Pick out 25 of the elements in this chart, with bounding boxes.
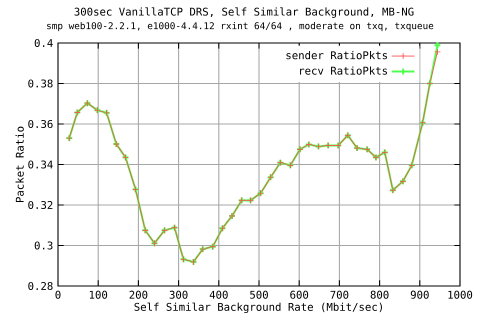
y-tick-label: 0.32: [28, 200, 52, 210]
y-tick-label: 0.34: [28, 160, 53, 169]
x-tick-label: 900: [410, 290, 429, 299]
y-tick-label: 0.36: [28, 120, 53, 128]
y-axis-title: Packet Ratio: [16, 126, 24, 202]
x-axis-title: Self Similar Background Rate (Mbit/sec): [134, 302, 382, 314]
x-tick-label: 200: [130, 290, 148, 299]
chart-subtitle: smp web100-2.2.1, e1000-4.4.12 rxint 64/64 , moderate on txq, txqueue: [47, 22, 434, 32]
legend-label: sender RatioPkts: [286, 51, 388, 60]
legend-label: recv RatioPkts: [300, 66, 388, 75]
x-tick-label: 500: [250, 290, 268, 299]
chart-title: 300sec VanillaTCP DRS, Self Similar Background, MB-NG: [74, 7, 414, 18]
x-tick-label: 700: [330, 290, 348, 299]
y-tick-label: 0.38: [28, 79, 53, 88]
x-tick-label: 400: [210, 290, 228, 299]
x-tick-label: 800: [370, 290, 389, 299]
y-tick-label: 0.4: [34, 38, 53, 48]
y-tick-label: 0.28: [28, 282, 53, 290]
x-tick-label: 100: [90, 290, 108, 299]
y-tick-label: 0.3: [34, 241, 52, 250]
x-tick-label: 600: [290, 290, 308, 299]
point: [434, 48, 441, 56]
x-tick-label: 300: [170, 290, 188, 299]
x-tick-label: 0: [55, 290, 61, 299]
x-tick-label: 1000: [448, 290, 472, 299]
